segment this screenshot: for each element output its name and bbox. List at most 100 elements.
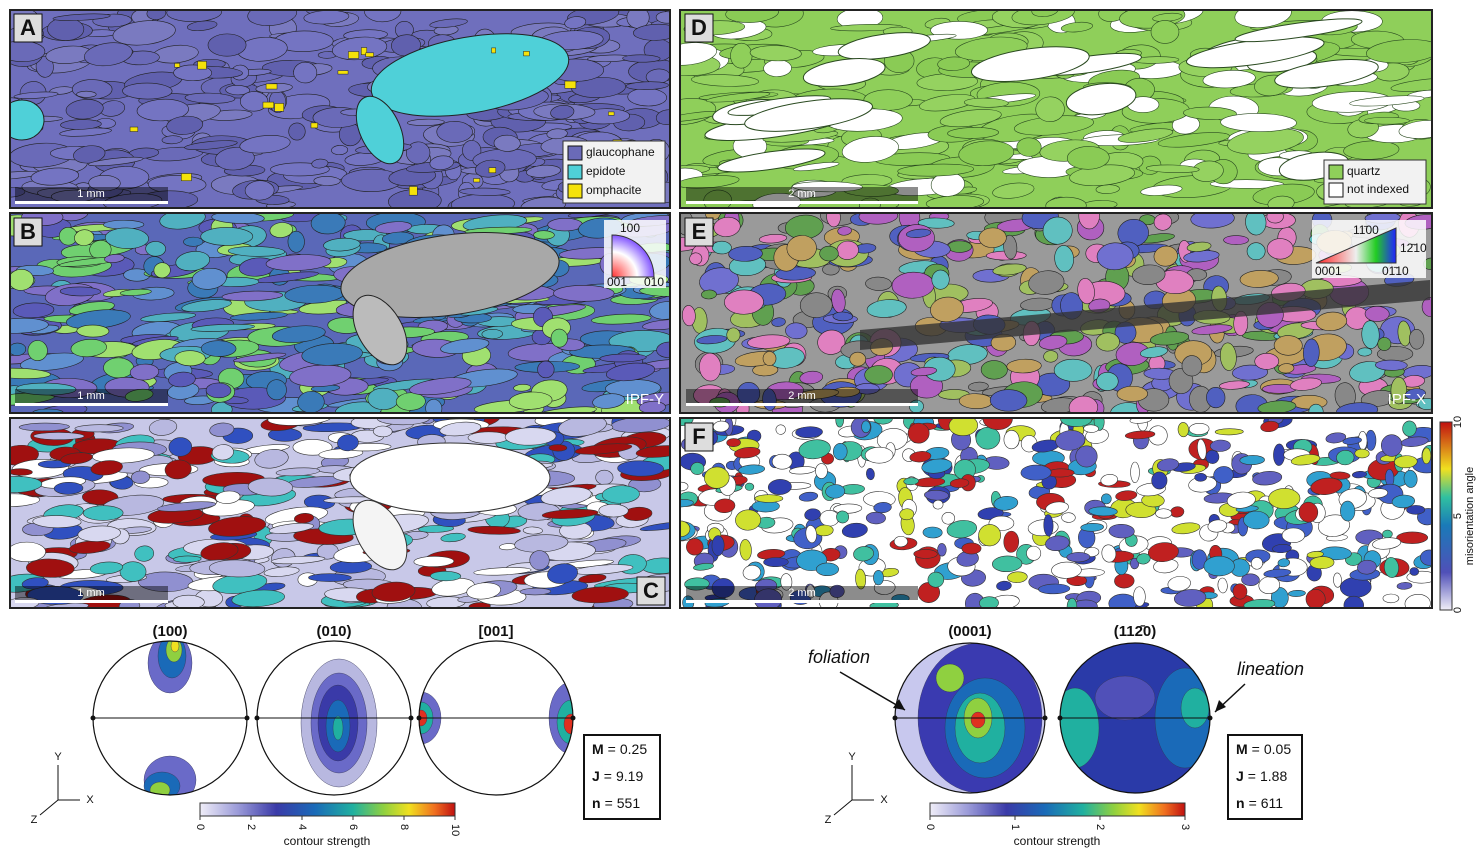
grain (755, 495, 783, 503)
grain (1282, 528, 1305, 543)
stat-key: n (1236, 795, 1245, 811)
colorbar-tick-label: 5 (1452, 513, 1464, 519)
grain (201, 227, 253, 245)
colorbar-title: contour strength (284, 834, 371, 848)
grain (1215, 428, 1243, 435)
scale-bar (686, 600, 918, 603)
grain (47, 18, 84, 41)
scale-bar (15, 201, 168, 204)
pole-figure-title: (0001) (948, 623, 991, 640)
pf-pole (893, 716, 898, 721)
axes-glyph (834, 765, 874, 815)
contour (1051, 688, 1099, 768)
stat: M=0.05 (1236, 741, 1291, 757)
grain (764, 557, 789, 566)
grain (122, 83, 172, 99)
legend-swatch (1329, 165, 1343, 179)
grain (34, 432, 85, 439)
pole-figure-title: (112̄0) (1114, 623, 1157, 640)
ipf-key-label: 01̄10 (1382, 264, 1409, 278)
pf-pole (245, 716, 250, 721)
grain (1061, 513, 1075, 523)
epidote (0, 100, 44, 140)
colorbar-tick-label: 2 (1094, 824, 1106, 830)
grain (1268, 488, 1300, 509)
contour (1181, 688, 1209, 728)
grain (623, 55, 661, 63)
grain (437, 121, 473, 143)
grain (1021, 465, 1052, 481)
scale-label: 2 mm (788, 188, 816, 200)
stat-key: M (592, 741, 604, 757)
pf-pole (1043, 716, 1048, 721)
grain (862, 421, 871, 433)
pf-pole (409, 716, 414, 721)
stat: J=9.19 (592, 768, 643, 784)
grain (596, 470, 614, 485)
colorbar-tick-label: 2 (245, 824, 257, 830)
grain (1410, 567, 1419, 575)
grain (1004, 430, 1020, 449)
stat: n=551 (592, 795, 640, 811)
colorbar (200, 803, 455, 816)
colorbar-title: misorientation angle (1464, 467, 1476, 565)
grain (923, 527, 943, 538)
omphacite (266, 84, 277, 89)
grain (206, 383, 231, 398)
scale-label: 2 mm (788, 587, 816, 599)
grain (1273, 444, 1285, 466)
grain (1375, 360, 1407, 371)
stat-key: M (1236, 741, 1248, 757)
legend-swatch (568, 146, 582, 160)
colorbar-tick-label: 0 (1452, 607, 1464, 613)
grain (865, 447, 893, 463)
pf-pole (571, 716, 576, 721)
grain (1358, 348, 1372, 357)
grain (83, 506, 123, 521)
pf-pole (1058, 716, 1063, 721)
stat-value: 1.88 (1260, 768, 1287, 784)
grain (549, 444, 567, 451)
grain (932, 270, 950, 289)
panel-label: C (643, 578, 659, 603)
grain (1397, 532, 1428, 544)
grain (201, 340, 236, 356)
colorbar (930, 803, 1185, 816)
grain (314, 176, 341, 186)
grain (833, 443, 847, 460)
colorbar-tick-label: 0 (924, 824, 936, 830)
omphacite (175, 63, 180, 67)
grain (430, 571, 461, 581)
colorbar-tick-label: 10 (449, 824, 461, 836)
colorbar-title: contour strength (1014, 834, 1101, 848)
grain (523, 527, 543, 535)
grain (937, 543, 946, 556)
pf-pole (1208, 716, 1213, 721)
stat-key: n (592, 795, 601, 811)
grain (530, 551, 550, 570)
grain (1151, 20, 1179, 43)
grain (1084, 425, 1099, 433)
axis-label: Y (848, 751, 856, 763)
omphacite (348, 52, 358, 59)
stat-value: 551 (617, 795, 641, 811)
grain (1364, 117, 1409, 124)
colorbar-tick-label: 10 (1452, 416, 1464, 428)
ipf-key-label: 010 (644, 275, 664, 289)
grain (9, 468, 33, 475)
grain (1422, 448, 1431, 464)
colorbar-tick-label: 0 (194, 824, 206, 830)
grain (468, 432, 509, 444)
scale-label: 1 mm (77, 390, 105, 402)
grain (183, 237, 203, 247)
grain (1409, 329, 1424, 349)
grain (730, 43, 752, 68)
grain (712, 535, 725, 555)
grain (816, 563, 839, 576)
axes-glyph (40, 765, 80, 815)
grain (60, 287, 101, 296)
grain (850, 352, 866, 366)
colorbar-tick-label: 3 (1179, 824, 1191, 830)
omphacite (338, 71, 348, 74)
grain (820, 510, 839, 526)
